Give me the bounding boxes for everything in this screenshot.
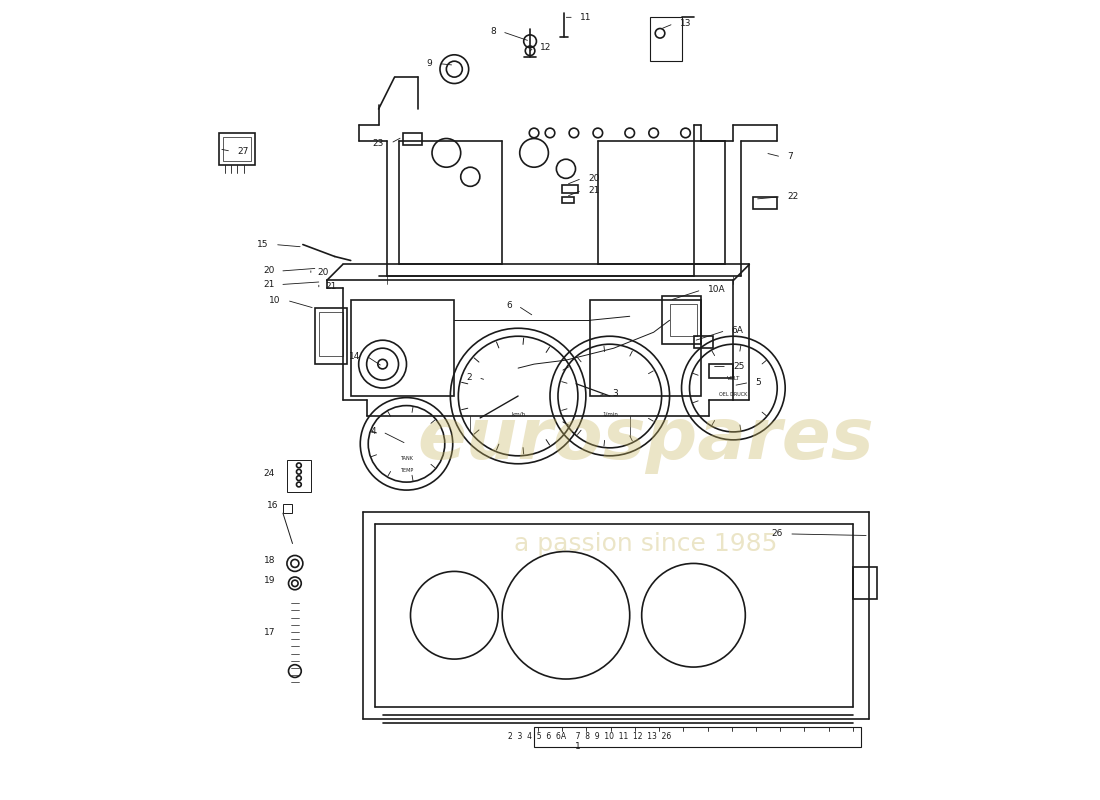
Text: 1: 1 [575,742,581,751]
Text: 26: 26 [771,530,783,538]
Text: TANK: TANK [400,456,412,461]
Text: 1/min: 1/min [602,412,618,417]
Text: 19: 19 [264,576,275,586]
Text: a passion since 1985: a passion since 1985 [514,531,778,555]
Bar [535,727,861,746]
Text: 18: 18 [264,557,275,566]
Text: 2  3  4  5  6  6A    7  8  9  10  11  12  13  26: 2 3 4 5 6 6A 7 8 9 10 11 12 13 26 [508,732,671,741]
Text: 6A: 6A [732,326,744,335]
Bar [661,296,702,344]
Text: 15: 15 [257,240,268,249]
Text: 11: 11 [581,13,592,22]
Text: 3: 3 [613,389,618,398]
Bar [754,197,778,209]
Text: 21: 21 [588,186,600,195]
Text: OEL DRUCK: OEL DRUCK [719,392,748,397]
Text: 21: 21 [264,280,275,289]
Text: 23: 23 [373,138,384,148]
Bar [590,300,702,396]
Bar [693,336,714,348]
Bar [219,133,255,165]
Bar [852,567,877,599]
Text: 7: 7 [788,152,793,162]
Bar [650,18,682,61]
Text: 10A: 10A [708,286,726,294]
Text: 2: 2 [466,373,472,382]
Text: 8: 8 [490,27,496,36]
Bar [223,137,251,161]
Text: 25: 25 [734,362,745,371]
Text: 9: 9 [427,59,432,68]
Text: 22: 22 [788,192,799,202]
Text: 20: 20 [317,268,329,277]
Text: 27: 27 [238,146,249,156]
Text: 12: 12 [540,43,552,52]
Text: km/h: km/h [512,412,525,417]
Bar [403,133,422,145]
Text: 13: 13 [680,19,692,28]
Text: 21: 21 [326,282,337,291]
Text: 16: 16 [267,502,279,510]
Bar [287,460,311,492]
Text: 4: 4 [371,427,376,436]
Text: VOLT: VOLT [727,376,740,381]
Bar [670,304,697,336]
Bar [283,504,293,514]
Text: 20: 20 [588,174,600,183]
Text: 6: 6 [506,302,512,310]
Bar [319,312,343,356]
Bar [562,185,578,193]
Bar [315,308,346,364]
Text: 20: 20 [264,266,275,275]
Text: 24: 24 [264,469,275,478]
Text: 14: 14 [349,352,361,361]
Text: eurospares: eurospares [417,406,874,474]
Text: 10: 10 [270,296,280,305]
Bar [351,300,454,396]
Text: 17: 17 [264,628,275,637]
Bar [562,197,574,203]
Text: 5: 5 [756,378,761,387]
Bar [710,364,734,378]
Text: TEMP: TEMP [400,468,414,473]
